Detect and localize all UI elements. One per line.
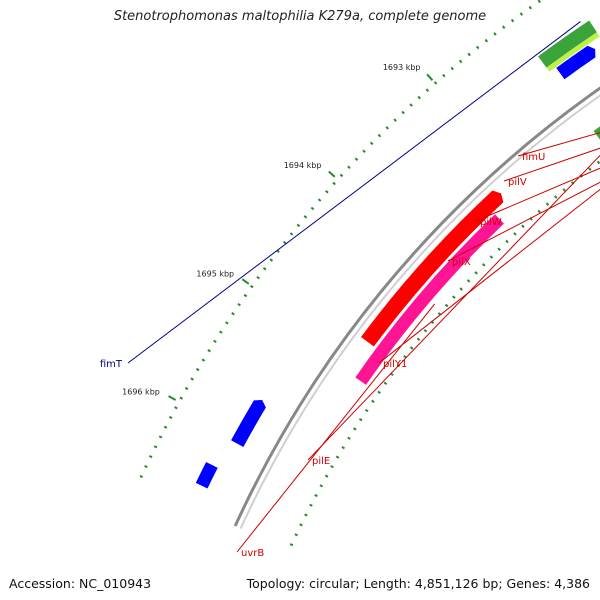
scale-tick-label: 1694 kbp <box>284 161 322 170</box>
uvrB-leader-line <box>236 303 436 553</box>
map-title: Stenotrophomonas maltophilia K279a, comp… <box>113 9 487 24</box>
gene-label-fimT: fimT <box>100 359 123 370</box>
blue-feature-block <box>556 45 596 80</box>
scale-tick <box>168 395 177 401</box>
gene-label-uvrB: uvrB <box>241 548 264 559</box>
gene-label-pilW: pilW <box>480 217 502 228</box>
gene-label-pilX: pilX <box>452 257 471 268</box>
scale-tick-label: 1696 kbp <box>122 387 160 396</box>
accession-text: Accession: NC_010943 <box>9 576 152 591</box>
backbone-outer-line <box>233 86 600 527</box>
fimT-leader-line <box>127 21 581 364</box>
scale-tick-label: 1695 kbp <box>196 269 234 278</box>
gene-label-pilY1: pilY1 <box>383 359 407 370</box>
outer-dot-track <box>137 0 544 483</box>
cds-block <box>361 190 504 347</box>
uvrB-feature-block <box>355 214 504 385</box>
gene-label-fimU: fimU <box>522 152 545 163</box>
pilE-leader-line <box>307 154 600 461</box>
scale-tick <box>328 170 336 178</box>
scale-tick <box>241 278 250 285</box>
pilX-leader-line <box>447 181 600 262</box>
pilW-leader-line <box>475 167 600 222</box>
scale-ticks: 1685 kbp1686 kbp1687 kbp1688 kbp1689 kbp… <box>122 63 434 401</box>
blue-feature-block <box>231 400 266 447</box>
genome-backbone <box>233 86 600 529</box>
feature-track <box>195 20 600 489</box>
backbone-inner-line <box>239 94 600 529</box>
pil-cds-block <box>593 126 600 140</box>
gene-labels: fimU pilV pilW pilX pilY1 pilE uvrB fimT <box>100 21 600 559</box>
pilY1-leader-line <box>378 188 600 364</box>
genome-summary-text: Topology: circular; Length: 4,851,126 bp… <box>246 576 590 591</box>
gene-label-pilE: pilE <box>312 456 330 467</box>
blue-feature-block <box>195 462 218 489</box>
scale-tick <box>426 73 434 81</box>
fimT-feature-block <box>538 20 597 68</box>
tick-dot-tracks <box>137 0 600 552</box>
gene-label-pilV: pilV <box>508 177 527 188</box>
fimT-feature-edge <box>546 32 600 72</box>
scale-tick-label: 1693 kbp <box>383 63 421 72</box>
